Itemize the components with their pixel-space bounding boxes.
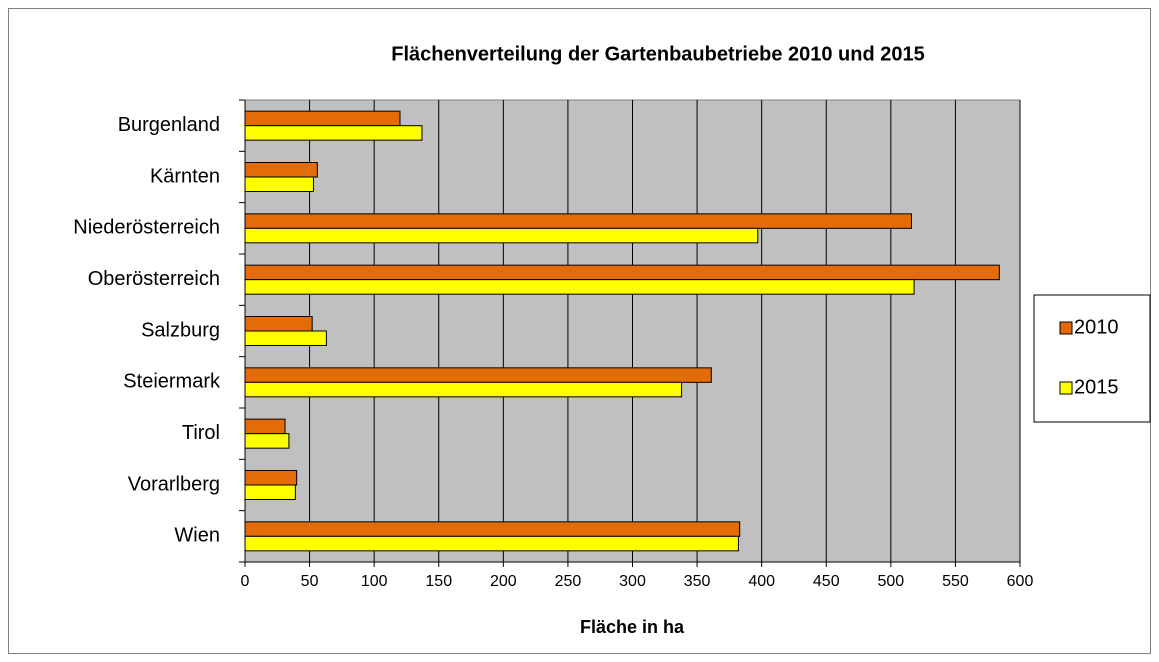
bar	[244, 470, 298, 486]
bar	[244, 110, 401, 127]
y-tick-label: Niederösterreich	[73, 217, 220, 239]
x-tick-label: 500	[877, 573, 904, 590]
bar	[244, 381, 683, 398]
y-tick-label: Burgenland	[118, 114, 220, 136]
y-tick-label: Vorarlberg	[128, 473, 220, 495]
y-tick-label: Tirol	[182, 422, 220, 444]
bar	[244, 279, 915, 295]
bar	[244, 264, 1000, 281]
bar	[244, 162, 318, 178]
legend-swatch	[1059, 381, 1073, 395]
x-tick-label: 250	[555, 573, 582, 590]
bar	[244, 521, 741, 537]
bar	[244, 418, 286, 435]
legend-box	[1033, 294, 1151, 423]
y-tick-label: Kärnten	[150, 165, 220, 187]
y-tick-label: Wien	[174, 525, 220, 547]
bar	[244, 125, 423, 141]
legend-label: 2010	[1074, 316, 1119, 338]
x-tick-label: 150	[425, 573, 452, 590]
bar	[244, 316, 313, 332]
x-tick-label: 550	[942, 573, 969, 590]
x-tick-label: 400	[748, 573, 775, 590]
x-tick-label: 0	[241, 573, 250, 590]
y-tick-label: Steiermark	[123, 371, 221, 393]
bar	[244, 176, 314, 192]
x-tick-label: 300	[619, 573, 646, 590]
x-tick-label: 450	[813, 573, 840, 590]
x-tick-label: 600	[1007, 573, 1034, 590]
legend-label: 2015	[1074, 376, 1119, 398]
x-tick-label: 50	[301, 573, 319, 590]
legend-swatch	[1059, 321, 1073, 335]
x-tick-label: 350	[684, 573, 711, 590]
bar	[244, 535, 739, 552]
y-tick-label: Salzburg	[141, 319, 220, 341]
x-tick-label: 100	[361, 573, 388, 590]
chart-title: Flächenverteilung der Gartenbaubetriebe …	[391, 43, 925, 65]
y-tick-label: Oberösterreich	[88, 268, 220, 290]
bar	[244, 433, 290, 449]
bar	[244, 484, 296, 500]
x-tick-label: 200	[490, 573, 517, 590]
bar	[244, 367, 712, 383]
x-axis-title: Fläche in ha	[580, 617, 685, 637]
bar	[244, 213, 912, 229]
bar	[244, 227, 759, 244]
bar	[244, 330, 327, 346]
